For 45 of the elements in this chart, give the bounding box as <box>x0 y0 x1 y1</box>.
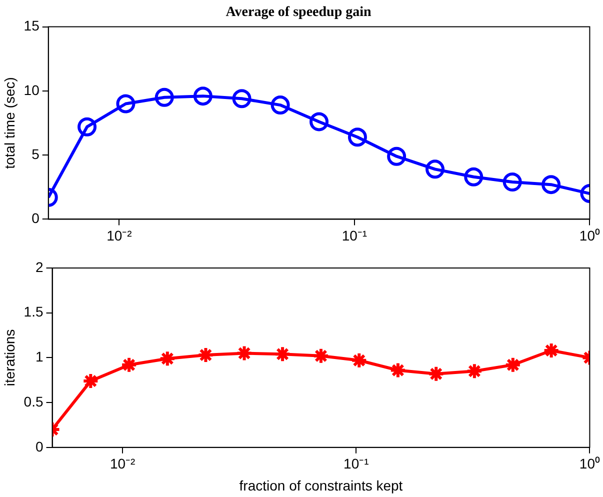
point <box>350 352 368 369</box>
point <box>270 96 290 115</box>
point <box>154 88 174 107</box>
point <box>464 167 484 186</box>
x-axis-title: fraction of constraints kept <box>239 477 403 494</box>
x-tick-label: 10⁻¹ <box>344 456 370 472</box>
x-tick-label: 10⁻² <box>110 456 136 472</box>
point <box>389 362 406 379</box>
point <box>504 356 522 374</box>
point <box>193 86 212 106</box>
y-tick-label: 15 <box>24 18 40 34</box>
point <box>120 356 138 374</box>
point <box>274 346 292 363</box>
x-tick-label: 10⁰ <box>579 227 600 244</box>
point <box>310 112 329 132</box>
point <box>542 342 560 360</box>
y-tick-label: 0 <box>35 438 44 454</box>
y-tick-label: 10 <box>24 82 40 98</box>
point <box>428 365 445 382</box>
point <box>466 362 483 380</box>
point <box>158 350 176 368</box>
y-axis-title: iterations <box>1 329 18 386</box>
point <box>82 372 100 390</box>
point <box>348 128 367 147</box>
point <box>232 89 252 108</box>
point <box>426 160 445 179</box>
y-tick-label: 5 <box>32 146 40 162</box>
x-tick-label: 10⁻² <box>106 227 132 244</box>
point <box>78 117 97 136</box>
x-tick-label: 10⁰ <box>579 456 600 472</box>
y-tick-label: 1.5 <box>24 304 44 320</box>
y-tick-label: 0.5 <box>24 393 44 410</box>
point <box>236 344 253 362</box>
y-axis-title: total time (sec) <box>1 77 18 169</box>
y-tick-label: 1 <box>35 348 44 365</box>
point <box>502 172 522 192</box>
point <box>312 347 330 364</box>
point <box>387 146 406 166</box>
y-tick-label: 0 <box>32 210 40 226</box>
point <box>116 94 136 114</box>
chart-title: Average of speedup gain <box>226 5 372 20</box>
point <box>197 346 214 364</box>
y-tick-label: 2 <box>35 258 44 275</box>
point <box>542 175 561 194</box>
x-tick-label: 10⁻¹ <box>342 227 368 244</box>
